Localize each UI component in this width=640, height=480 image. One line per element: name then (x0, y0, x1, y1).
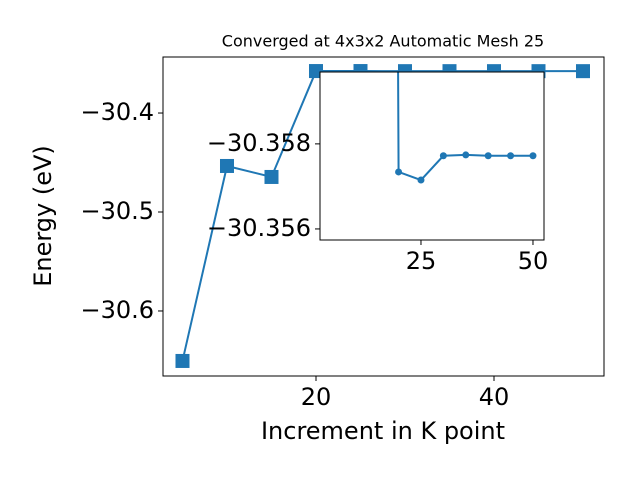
marker (484, 152, 492, 160)
x-tick-label: 50 (518, 247, 549, 275)
y-tick-label: −30.356 (207, 214, 311, 242)
x-tick-label: 25 (406, 247, 437, 275)
marker (264, 169, 279, 184)
y-tick-label: −30.5 (80, 197, 154, 225)
marker (308, 64, 323, 79)
x-tick-label: 40 (479, 383, 510, 411)
y-tick-label: −30.358 (207, 129, 311, 157)
y-tick-label: −30.6 (80, 296, 154, 324)
plot-content (395, 72, 537, 184)
y-axis-label: Energy (eV) (29, 145, 57, 287)
data-line (397, 72, 533, 182)
marker (219, 158, 234, 173)
marker (395, 168, 403, 176)
y-tick-label: −30.4 (80, 98, 154, 126)
data-line (181, 70, 583, 362)
marker (417, 176, 425, 184)
marker (529, 152, 537, 160)
marker (175, 353, 190, 368)
marker (462, 151, 470, 159)
chart-title: Converged at 4x3x2 Automatic Mesh 25 (222, 32, 544, 51)
axes-frame (319, 71, 545, 241)
marker (439, 152, 447, 160)
marker (575, 64, 590, 79)
x-tick-label: 20 (301, 383, 332, 411)
axes-frame (162, 56, 605, 377)
marker (507, 152, 515, 160)
x-axis-label: Increment in K point (261, 417, 505, 445)
